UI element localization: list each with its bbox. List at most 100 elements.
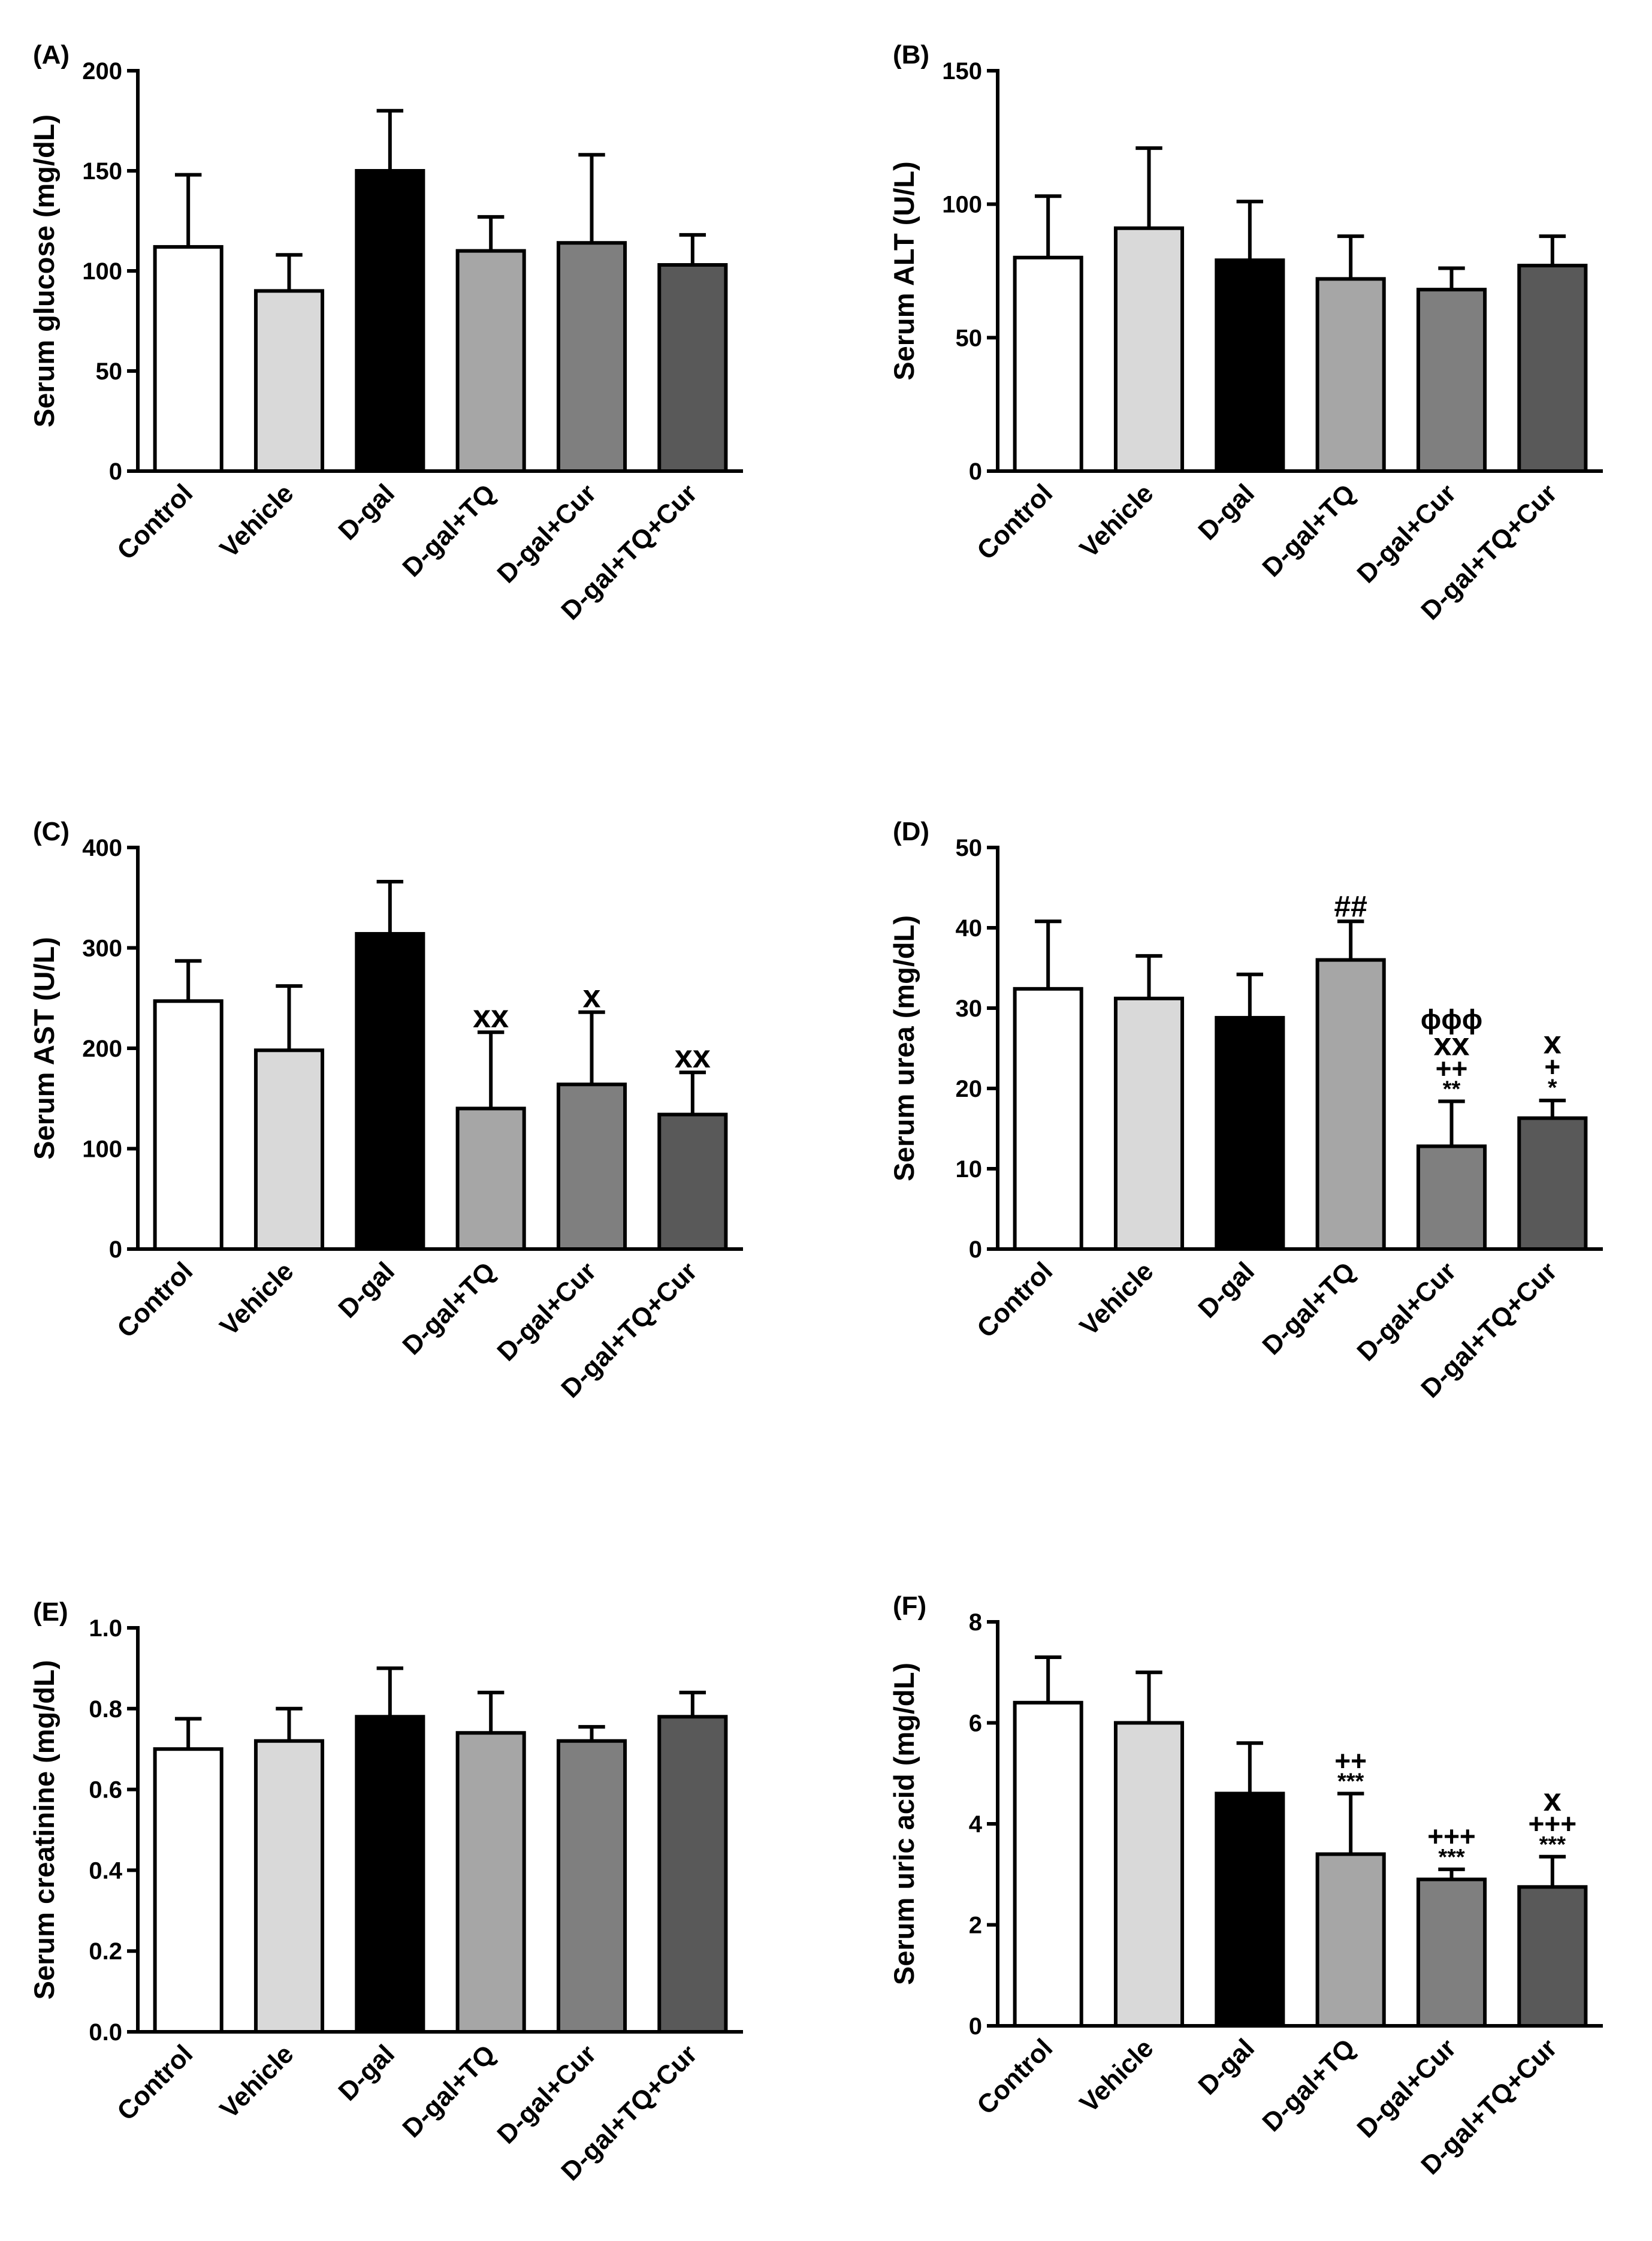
category-label-2-2: D-gal	[333, 1256, 400, 1323]
bar-2-0	[153, 999, 224, 1251]
annotation-5-5-2: x	[1544, 1782, 1562, 1818]
bar-4-0	[153, 1747, 224, 2034]
category-label-3-1: Vehicle	[1074, 1256, 1159, 1341]
y-tick-label-3-4: 40	[956, 915, 983, 942]
bar-5-2	[1215, 1791, 1285, 2028]
category-label-3-3: D-gal+TQ	[1257, 1256, 1361, 1361]
annotation-5-3-0: ***	[1337, 1769, 1364, 1794]
category-label-4-0: Control	[111, 2039, 198, 2126]
annotation-3-4-3: ϕϕϕ	[1421, 1003, 1482, 1034]
panel-0: (A) Serum glucose (mg/dL) Control Vehicle D-…	[28, 40, 743, 626]
category-label-2-4: D-gal+Cur	[491, 1256, 602, 1367]
y-tick-label-1-2: 100	[942, 192, 982, 218]
panel-letter-0: (A)	[33, 40, 70, 70]
bar-5-4	[1416, 1877, 1487, 2028]
category-label-5-2: D-gal	[1192, 2033, 1260, 2100]
bar-3-1	[1113, 996, 1185, 1251]
category-label-0-3: D-gal+TQ	[397, 478, 501, 583]
panel-letter-1: (B)	[893, 40, 929, 70]
annotation-5-4-0: ***	[1438, 1845, 1465, 1870]
y-tick-label-1-0: 0	[969, 459, 982, 485]
bar-0-0	[153, 245, 224, 473]
bar-1-5	[1517, 264, 1588, 473]
y-tick-label-4-2: 0.4	[89, 1857, 122, 1884]
category-label-3-2: D-gal	[1192, 1256, 1260, 1323]
category-label-4-2: D-gal	[333, 2039, 400, 2106]
y-tick-label-3-2: 20	[956, 1076, 983, 1102]
bar-5-1	[1113, 1721, 1185, 2028]
category-label-0-2: D-gal	[333, 478, 400, 545]
category-label-1-3: D-gal+TQ	[1257, 478, 1361, 583]
y-tick-label-1-3: 150	[942, 58, 982, 85]
y-tick-label-2-1: 100	[82, 1136, 122, 1163]
bar-5-0	[1013, 1700, 1083, 2028]
category-label-5-3: D-gal+TQ	[1257, 2033, 1361, 2137]
bar-0-3	[455, 249, 526, 473]
y-tick-label-3-5: 50	[956, 835, 983, 861]
panel-1: (B)Serum ALT (U/L)Control Vehicle D-galD-g…	[888, 40, 1603, 626]
bar-2-5	[657, 1112, 728, 1251]
bar-3-2	[1215, 1016, 1285, 1251]
bar-1-1	[1113, 226, 1185, 473]
category-label-5-0: Control	[971, 2033, 1058, 2120]
annotation-3-3-0: ##	[1334, 889, 1367, 923]
bar-1-0	[1013, 255, 1083, 473]
bar-1-3	[1315, 277, 1386, 473]
panel-3: (D) Serum urea (mg/dL) Control Vehicle D-gal…	[888, 817, 1603, 1404]
y-tick-label-3-1: 10	[956, 1156, 983, 1183]
bar-3-0	[1013, 987, 1083, 1251]
y-tick-label-1-1: 50	[956, 325, 983, 351]
annotation-3-5-1: +	[1544, 1051, 1560, 1082]
bar-3-5	[1517, 1116, 1588, 1251]
y-axis-title-5: Serum uric acid (mg/dL)	[888, 1663, 920, 1985]
bar-4-5	[657, 1715, 728, 2034]
bar-0-2	[355, 169, 425, 473]
bar-4-3	[455, 1731, 526, 2034]
annotation-5-4-1: +++	[1427, 1821, 1476, 1852]
y-tick-label-0-3: 150	[82, 158, 122, 185]
category-label-4-4: D-gal+Cur	[491, 2039, 602, 2149]
y-tick-label-4-1: 0.2	[89, 1938, 122, 1965]
bar-2-1	[253, 1048, 325, 1251]
bar-0-4	[556, 241, 627, 473]
panel-2: (C) Serum AST (U/L) Control Vehicle D-gal xx D…	[28, 817, 743, 1404]
category-label-0-4: D-gal+Cur	[491, 478, 602, 589]
annotation-3-4-1: ++	[1436, 1052, 1468, 1084]
y-tick-label-0-0: 0	[109, 459, 122, 485]
y-tick-label-2-0: 0	[109, 1236, 122, 1263]
panel-letter-2: (C)	[33, 817, 70, 846]
y-tick-label-2-2: 200	[82, 1036, 122, 1062]
bar-1-4	[1416, 288, 1487, 473]
y-tick-label-5-3: 6	[969, 1711, 982, 1737]
category-label-4-3: D-gal+TQ	[397, 2039, 501, 2143]
bar-4-4	[556, 1739, 627, 2034]
category-label-2-3: D-gal+TQ	[397, 1256, 501, 1361]
panel-letter-3: (D)	[893, 817, 929, 846]
y-tick-label-5-4: 8	[969, 1609, 982, 1636]
y-tick-label-5-0: 0	[969, 2013, 982, 2040]
category-label-5-4: D-gal+Cur	[1351, 2033, 1461, 2143]
category-label-2-1: Vehicle	[215, 1256, 300, 1341]
y-tick-label-0-2: 100	[82, 258, 122, 285]
bar-0-1	[253, 289, 325, 473]
annotation-5-5-1: +++	[1529, 1808, 1577, 1839]
panel-5: (F) Serum uric acid (mg/dL) Control Vehicle…	[888, 1591, 1603, 2180]
annotation-3-5-0: *	[1548, 1075, 1557, 1101]
y-tick-label-5-1: 2	[969, 1913, 982, 1939]
y-tick-label-2-4: 400	[82, 835, 122, 861]
bar-5-5	[1517, 1885, 1588, 2028]
annotation-2-3-0: xx	[473, 999, 509, 1034]
bar-2-4	[556, 1082, 627, 1251]
annotation-3-4-2: xx	[1433, 1027, 1469, 1063]
category-label-0-0: Control	[111, 478, 198, 565]
bar-4-2	[355, 1715, 425, 2034]
y-tick-label-3-3: 30	[956, 996, 983, 1022]
bar-5-3	[1315, 1852, 1386, 2028]
y-tick-label-3-0: 0	[969, 1236, 982, 1263]
y-axis-title-2: Serum AST (U/L)	[28, 937, 60, 1160]
y-tick-label-5-2: 4	[969, 1811, 983, 1838]
category-label-1-0: Control	[971, 478, 1058, 565]
y-tick-label-0-4: 200	[82, 58, 122, 85]
y-tick-label-0-1: 50	[96, 358, 123, 385]
